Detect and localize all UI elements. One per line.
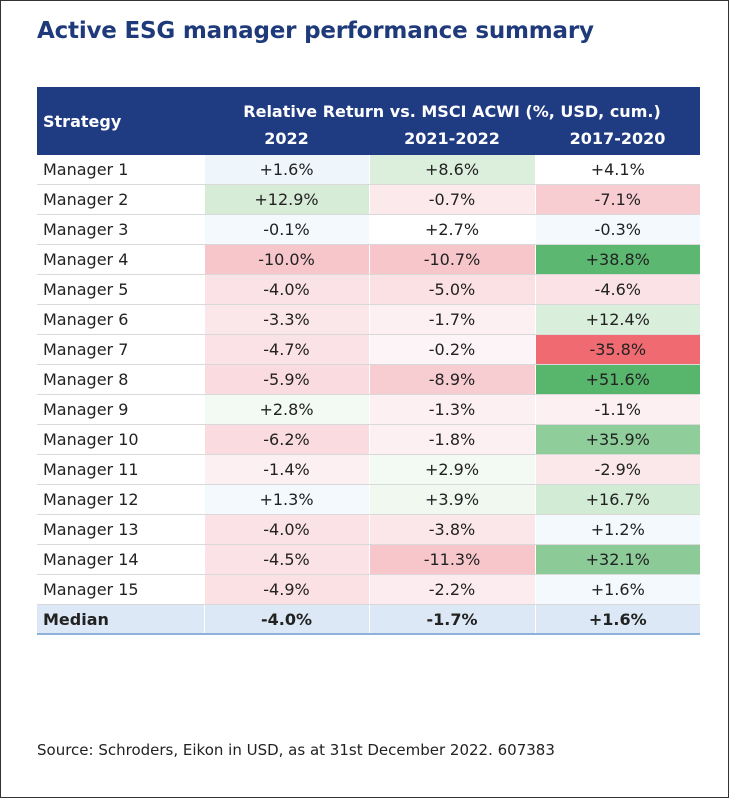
manager-name: Manager 6 [37, 304, 204, 335]
header-row-years: 2022 2021-2022 2017-2020 [37, 121, 701, 155]
return-2022: -10.0% [203, 244, 369, 275]
return-2022: -0.1% [203, 214, 369, 245]
return-2021-2022: -1.8% [368, 424, 535, 455]
column-header-2022: 2022 [204, 121, 369, 155]
return-2021-2022: -0.7% [368, 184, 535, 215]
manager-name: Manager 3 [37, 214, 204, 245]
return-2017-2020: +12.4% [534, 304, 701, 335]
table-row: Manager 14 -4.5% -11.3% +32.1% [37, 544, 701, 575]
median-2021-2022: -1.7% [368, 604, 535, 635]
table-row: Manager 5 -4.0% -5.0% -4.6% [37, 274, 701, 305]
return-2017-2020: +32.1% [534, 544, 701, 575]
manager-name: Manager 13 [37, 514, 204, 545]
manager-name: Manager 14 [37, 544, 204, 575]
table-row: Manager 4 -10.0% -10.7% +38.8% [37, 244, 701, 275]
return-2017-2020: -2.9% [534, 454, 701, 485]
return-2022: -1.4% [203, 454, 369, 485]
table-row: Manager 9 +2.8% -1.3% -1.1% [37, 394, 701, 425]
return-2021-2022: -1.7% [368, 304, 535, 335]
table-row: Manager 7 -4.7% -0.2% -35.8% [37, 334, 701, 365]
manager-name: Manager 2 [37, 184, 204, 215]
header-row-top: Strategy Relative Return vs. MSCI ACWI (… [37, 87, 701, 155]
table-row: Manager 10 -6.2% -1.8% +35.9% [37, 424, 701, 455]
figure-title: Active ESG manager performance summary [37, 18, 594, 44]
return-2017-2020: +1.2% [534, 514, 701, 545]
return-2017-2020: +1.6% [534, 574, 701, 605]
manager-name: Manager 8 [37, 364, 204, 395]
return-2017-2020: +51.6% [534, 364, 701, 395]
return-2021-2022: -11.3% [368, 544, 535, 575]
median-row: Median -4.0% -1.7% +1.6% [37, 604, 701, 635]
return-2022: -6.2% [203, 424, 369, 455]
manager-name: Manager 5 [37, 274, 204, 305]
return-2021-2022: +2.9% [368, 454, 535, 485]
median-2017-2020: +1.6% [534, 604, 701, 635]
return-2021-2022: -10.7% [368, 244, 535, 275]
return-2017-2020: +35.9% [534, 424, 701, 455]
return-2022: -4.0% [203, 514, 369, 545]
return-2021-2022: -1.3% [368, 394, 535, 425]
return-2022: -4.5% [203, 544, 369, 575]
table-row: Manager 1 +1.6% +8.6% +4.1% [37, 155, 701, 185]
strategy-header: Strategy [37, 87, 204, 155]
return-2017-2020: -7.1% [534, 184, 701, 215]
return-2017-2020: -0.3% [534, 214, 701, 245]
return-2022: -5.9% [203, 364, 369, 395]
manager-name: Manager 4 [37, 244, 204, 275]
table-row: Manager 15 -4.9% -2.2% +1.6% [37, 574, 701, 605]
return-2017-2020: +4.1% [534, 155, 701, 185]
return-2021-2022: +3.9% [368, 484, 535, 515]
table-body: Manager 1 +1.6% +8.6% +4.1% Manager 2 +1… [37, 155, 701, 635]
return-2021-2022: +2.7% [368, 214, 535, 245]
return-2017-2020: +16.7% [534, 484, 701, 515]
manager-name: Manager 10 [37, 424, 204, 455]
source-note: Source: Schroders, Eikon in USD, as at 3… [37, 741, 555, 759]
return-2021-2022: -0.2% [368, 334, 535, 365]
manager-name: Manager 1 [37, 155, 204, 185]
return-2021-2022: -8.9% [368, 364, 535, 395]
return-2022: -3.3% [203, 304, 369, 335]
table-row: Manager 12 +1.3% +3.9% +16.7% [37, 484, 701, 515]
return-2022: +1.3% [203, 484, 369, 515]
return-2021-2022: -3.8% [368, 514, 535, 545]
performance-table: Strategy Relative Return vs. MSCI ACWI (… [37, 87, 701, 635]
table-row: Manager 6 -3.3% -1.7% +12.4% [37, 304, 701, 335]
table-row: Manager 8 -5.9% -8.9% +51.6% [37, 364, 701, 395]
table-row: Manager 2 +12.9% -0.7% -7.1% [37, 184, 701, 215]
return-2022: -4.9% [203, 574, 369, 605]
median-2022: -4.0% [203, 604, 369, 635]
return-2022: +2.8% [203, 394, 369, 425]
return-2022: -4.7% [203, 334, 369, 365]
return-2017-2020: -1.1% [534, 394, 701, 425]
manager-name: Manager 12 [37, 484, 204, 515]
manager-name: Manager 9 [37, 394, 204, 425]
return-2021-2022: -5.0% [368, 274, 535, 305]
return-2021-2022: -2.2% [368, 574, 535, 605]
relative-return-header: Relative Return vs. MSCI ACWI (%, USD, c… [204, 87, 701, 121]
return-2017-2020: +38.8% [534, 244, 701, 275]
return-2017-2020: -35.8% [534, 334, 701, 365]
manager-name: Manager 15 [37, 574, 204, 605]
table-row: Manager 13 -4.0% -3.8% +1.2% [37, 514, 701, 545]
manager-name: Manager 11 [37, 454, 204, 485]
manager-name: Manager 7 [37, 334, 204, 365]
return-2017-2020: -4.6% [534, 274, 701, 305]
median-label: Median [37, 604, 204, 635]
return-2021-2022: +8.6% [368, 155, 535, 185]
column-header-2017-2020: 2017-2020 [535, 121, 701, 155]
table-row: Manager 11 -1.4% +2.9% -2.9% [37, 454, 701, 485]
return-2022: +12.9% [203, 184, 369, 215]
return-2022: +1.6% [203, 155, 369, 185]
return-2022: -4.0% [203, 274, 369, 305]
table-row: Manager 3 -0.1% +2.7% -0.3% [37, 214, 701, 245]
column-header-2021-2022: 2021-2022 [369, 121, 535, 155]
